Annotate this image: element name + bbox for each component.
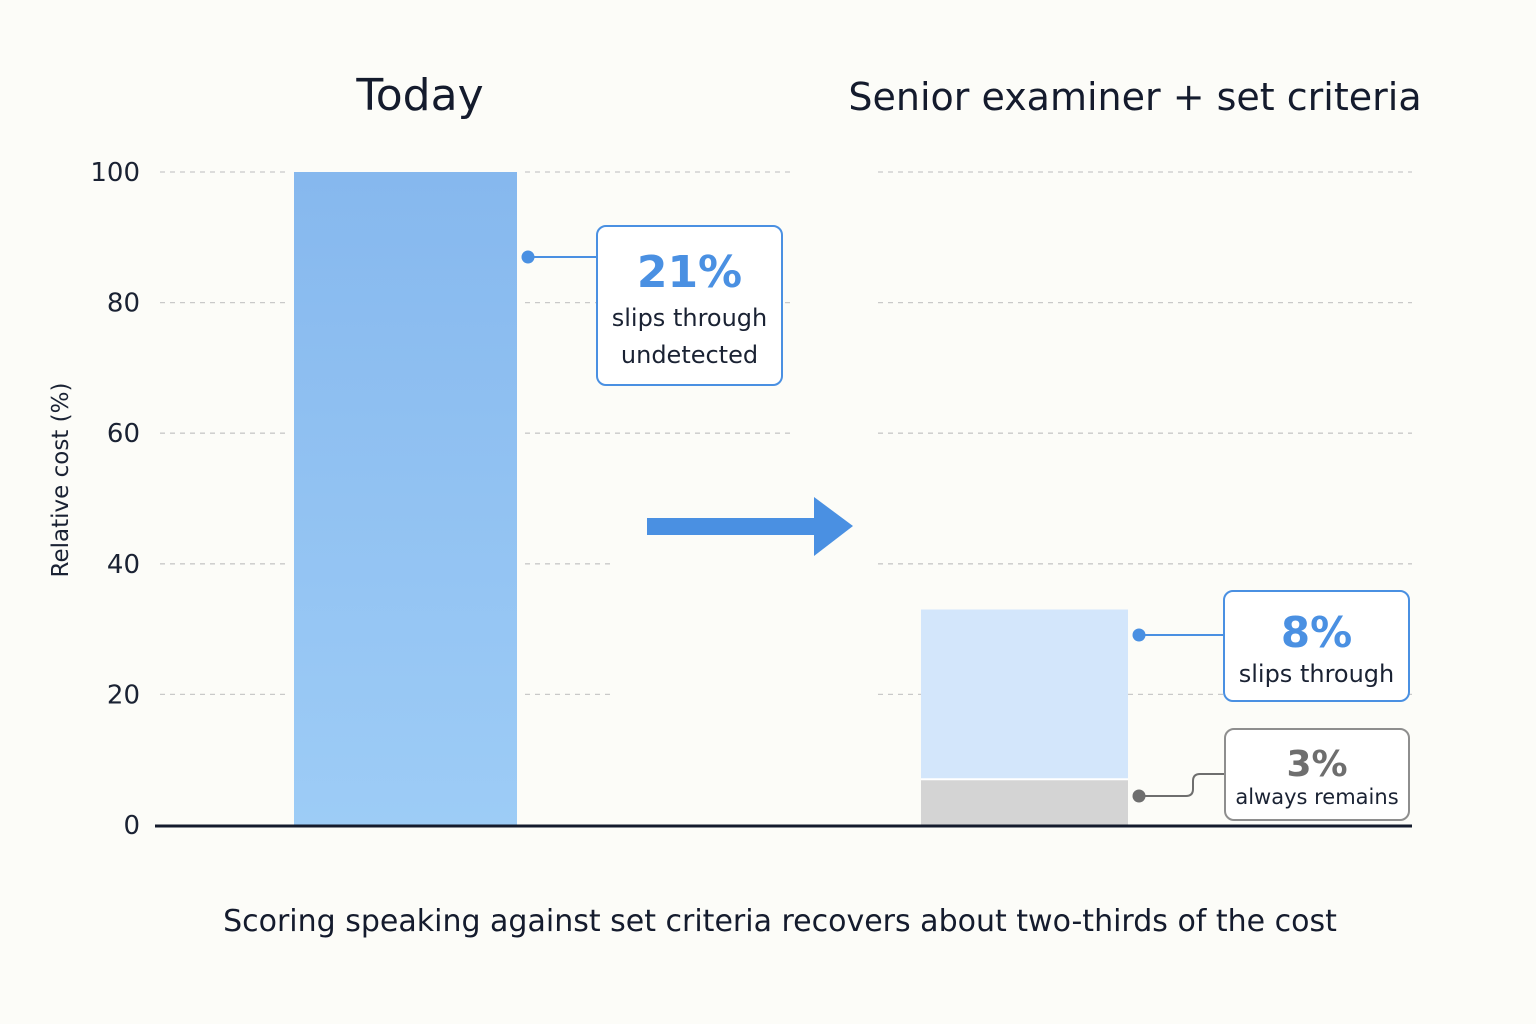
callout-percent: 21% xyxy=(637,247,742,298)
transition-arrow xyxy=(647,497,853,556)
arrow-shaft xyxy=(647,518,815,535)
callout-label: undetected xyxy=(621,341,758,369)
callouts: 21% slips through undetected 8% slips throug… xyxy=(521,225,1410,821)
callout-label: always remains xyxy=(1235,785,1398,809)
callout-3: 3%always remains xyxy=(1132,728,1410,821)
y-tick-label-0: 0 xyxy=(123,811,140,841)
callout-leader xyxy=(1139,773,1225,797)
callout-box xyxy=(1224,728,1410,821)
callout-2: 8% slips through xyxy=(1132,590,1410,702)
y-tick-label-60: 60 xyxy=(107,419,140,449)
panel-title-after: Senior examiner + set criteria xyxy=(848,75,1421,119)
arrow-head xyxy=(814,497,853,556)
y-tick-label-20: 20 xyxy=(107,680,140,710)
bars xyxy=(294,172,1128,825)
callout-dot xyxy=(521,250,535,264)
callout-label: slips through xyxy=(1239,660,1395,688)
callout-box xyxy=(596,225,783,386)
y-axis-title: Relative cost (%) xyxy=(48,383,74,578)
y-tick-label-40: 40 xyxy=(107,550,140,580)
callout-dot xyxy=(1132,789,1146,803)
callout-percent: 3% xyxy=(1286,744,1347,785)
bar-after-remains xyxy=(921,779,1128,825)
callout-label: slips through xyxy=(612,304,768,332)
callout-box xyxy=(1223,590,1410,702)
panel-title-today: Today xyxy=(355,70,483,121)
chart-caption: Scoring speaking against set criteria re… xyxy=(223,904,1337,939)
callout-percent: 8% xyxy=(1281,608,1352,657)
callout-dot xyxy=(1132,628,1146,642)
axes: 0 20 40 60 80 100 xyxy=(90,158,1412,841)
bar-after-slips xyxy=(921,609,1128,780)
y-tick-label-80: 80 xyxy=(107,289,140,319)
bar-today xyxy=(294,172,517,825)
y-tick-label-100: 100 xyxy=(90,158,140,188)
callout-1: 21% slips through undetected xyxy=(521,225,783,386)
